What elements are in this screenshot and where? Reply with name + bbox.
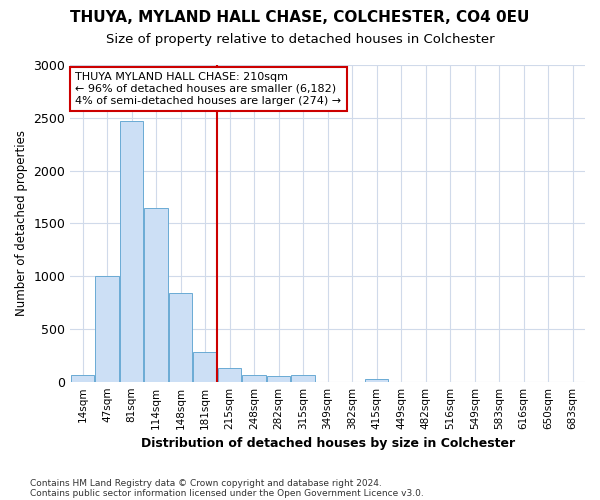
Bar	[145, 208, 168, 382]
Text: Size of property relative to detached houses in Colchester: Size of property relative to detached ho…	[106, 32, 494, 46]
Bar	[193, 352, 217, 382]
X-axis label: Distribution of detached houses by size in Colchester: Distribution of detached houses by size …	[140, 437, 515, 450]
Bar	[95, 276, 119, 382]
Bar	[267, 376, 290, 382]
Bar	[71, 376, 94, 382]
Bar	[120, 121, 143, 382]
Bar	[242, 375, 266, 382]
Text: THUYA, MYLAND HALL CHASE, COLCHESTER, CO4 0EU: THUYA, MYLAND HALL CHASE, COLCHESTER, CO…	[70, 10, 530, 25]
Bar	[218, 368, 241, 382]
Text: THUYA MYLAND HALL CHASE: 210sqm
← 96% of detached houses are smaller (6,182)
4% : THUYA MYLAND HALL CHASE: 210sqm ← 96% of…	[75, 72, 341, 106]
Bar	[365, 378, 388, 382]
Text: Contains public sector information licensed under the Open Government Licence v3: Contains public sector information licen…	[30, 488, 424, 498]
Bar	[292, 376, 315, 382]
Text: Contains HM Land Registry data © Crown copyright and database right 2024.: Contains HM Land Registry data © Crown c…	[30, 478, 382, 488]
Bar	[169, 293, 192, 382]
Y-axis label: Number of detached properties: Number of detached properties	[15, 130, 28, 316]
